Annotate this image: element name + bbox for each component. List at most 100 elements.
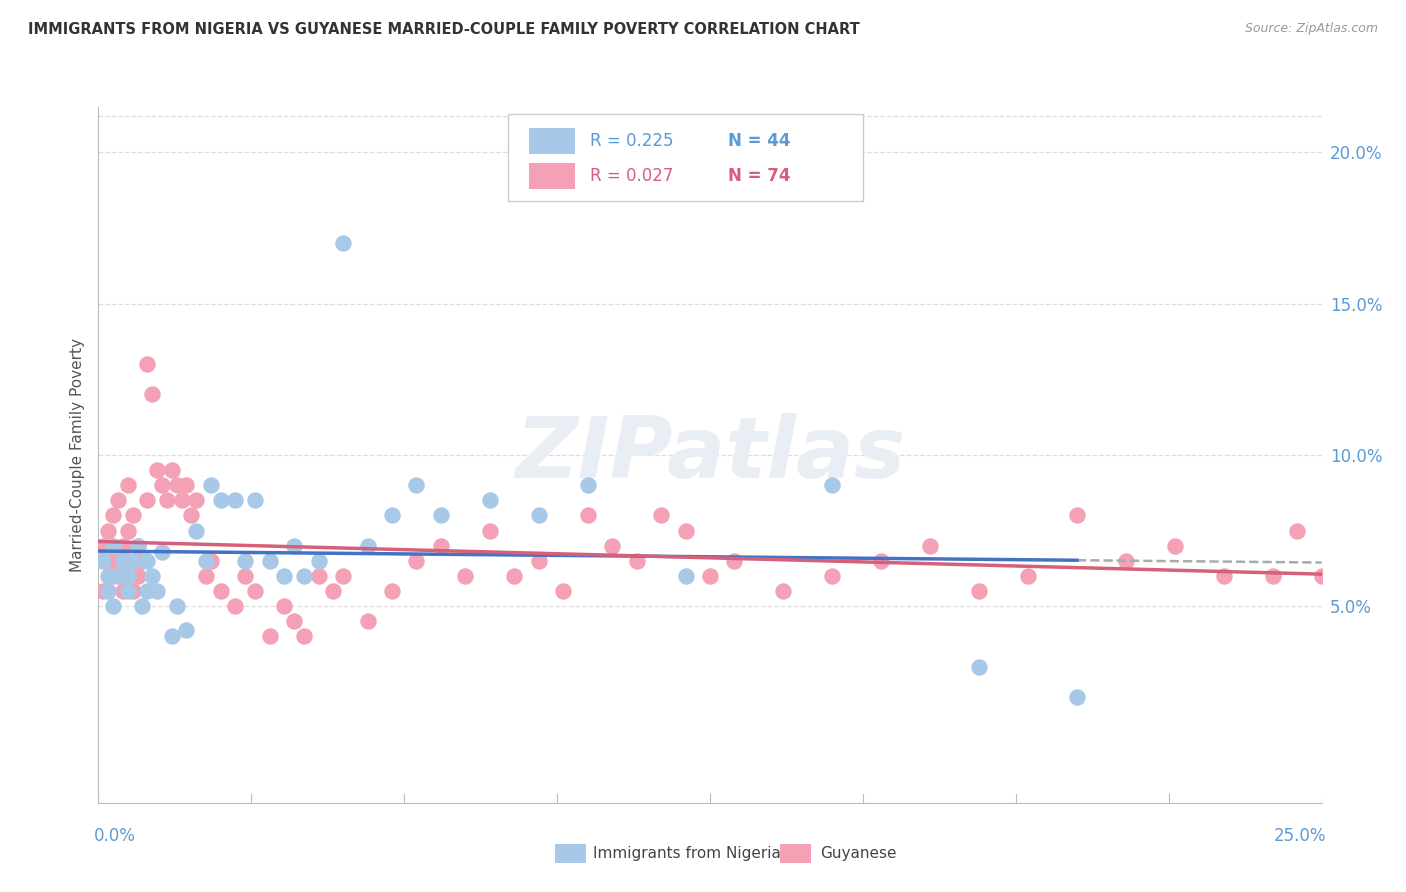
Point <box>503 569 526 583</box>
Point <box>527 508 550 523</box>
Point <box>224 493 246 508</box>
Point <box>209 584 232 599</box>
Point <box>308 554 330 568</box>
Point <box>97 524 120 538</box>
Point <box>332 569 354 583</box>
Text: 0.0%: 0.0% <box>94 827 135 845</box>
Point <box>101 569 124 583</box>
Point <box>107 569 129 583</box>
Point <box>967 584 990 599</box>
Point <box>283 615 305 629</box>
Point <box>200 554 222 568</box>
Point <box>101 539 124 553</box>
Point <box>160 629 183 643</box>
Point <box>821 569 844 583</box>
Point <box>91 554 114 568</box>
Point <box>141 387 163 401</box>
Point <box>97 584 120 599</box>
Point <box>478 493 501 508</box>
Point <box>121 554 143 568</box>
Text: Immigrants from Nigeria: Immigrants from Nigeria <box>593 847 782 861</box>
Point <box>150 478 173 492</box>
Point <box>454 569 477 583</box>
Point <box>1066 690 1088 704</box>
Point <box>967 659 990 673</box>
Point <box>136 357 159 371</box>
Point <box>107 554 129 568</box>
Point <box>553 584 575 599</box>
Point <box>117 524 139 538</box>
Point <box>91 584 114 599</box>
Point <box>699 569 721 583</box>
Point <box>131 599 153 614</box>
Text: 25.0%: 25.0% <box>1274 827 1326 845</box>
Point <box>430 539 453 553</box>
Point <box>273 569 295 583</box>
Point <box>101 508 124 523</box>
Point <box>101 599 124 614</box>
Point <box>131 554 153 568</box>
Point <box>308 569 330 583</box>
Point <box>430 508 453 523</box>
Point <box>675 569 697 583</box>
Text: ZIPatlas: ZIPatlas <box>515 413 905 497</box>
Point <box>356 539 378 553</box>
Point <box>1261 569 1284 583</box>
Point <box>259 554 281 568</box>
Point <box>405 478 427 492</box>
Y-axis label: Married-Couple Family Poverty: Married-Couple Family Poverty <box>69 338 84 572</box>
Point <box>283 539 305 553</box>
Point <box>209 493 232 508</box>
Point <box>121 584 143 599</box>
Point <box>111 539 134 553</box>
FancyBboxPatch shape <box>508 114 863 201</box>
Point <box>146 463 169 477</box>
Point <box>1164 539 1187 553</box>
Point <box>233 569 256 583</box>
Point <box>772 584 794 599</box>
Text: Source: ZipAtlas.com: Source: ZipAtlas.com <box>1244 22 1378 36</box>
Point <box>111 569 134 583</box>
Point <box>111 554 134 568</box>
Point <box>650 508 672 523</box>
Point <box>127 569 149 583</box>
Point <box>478 524 501 538</box>
Point <box>156 493 179 508</box>
Text: IMMIGRANTS FROM NIGERIA VS GUYANESE MARRIED-COUPLE FAMILY POVERTY CORRELATION CH: IMMIGRANTS FROM NIGERIA VS GUYANESE MARR… <box>28 22 860 37</box>
Point <box>1286 524 1309 538</box>
Point <box>117 554 139 568</box>
Point <box>1212 569 1234 583</box>
Point <box>821 478 844 492</box>
Point <box>292 569 315 583</box>
Point <box>576 508 599 523</box>
FancyBboxPatch shape <box>529 128 575 154</box>
Point <box>141 569 163 583</box>
Point <box>170 493 193 508</box>
Point <box>356 615 378 629</box>
Point <box>576 478 599 492</box>
Point <box>117 569 139 583</box>
Point <box>97 554 120 568</box>
Point <box>332 236 354 251</box>
Point <box>127 539 149 553</box>
Point <box>91 539 114 553</box>
Point <box>870 554 893 568</box>
Text: N = 74: N = 74 <box>728 167 792 185</box>
Point <box>675 524 697 538</box>
Point <box>1066 508 1088 523</box>
Point <box>381 584 404 599</box>
Point <box>723 554 745 568</box>
Point <box>224 599 246 614</box>
Point <box>176 478 198 492</box>
Point <box>1017 569 1039 583</box>
Point <box>127 539 149 553</box>
FancyBboxPatch shape <box>529 162 575 189</box>
Point <box>160 463 183 477</box>
Point <box>920 539 942 553</box>
Point <box>166 478 188 492</box>
Text: Guyanese: Guyanese <box>820 847 896 861</box>
Point <box>381 508 404 523</box>
Text: R = 0.027: R = 0.027 <box>591 167 673 185</box>
Text: R = 0.225: R = 0.225 <box>591 132 673 150</box>
Point <box>180 508 202 523</box>
